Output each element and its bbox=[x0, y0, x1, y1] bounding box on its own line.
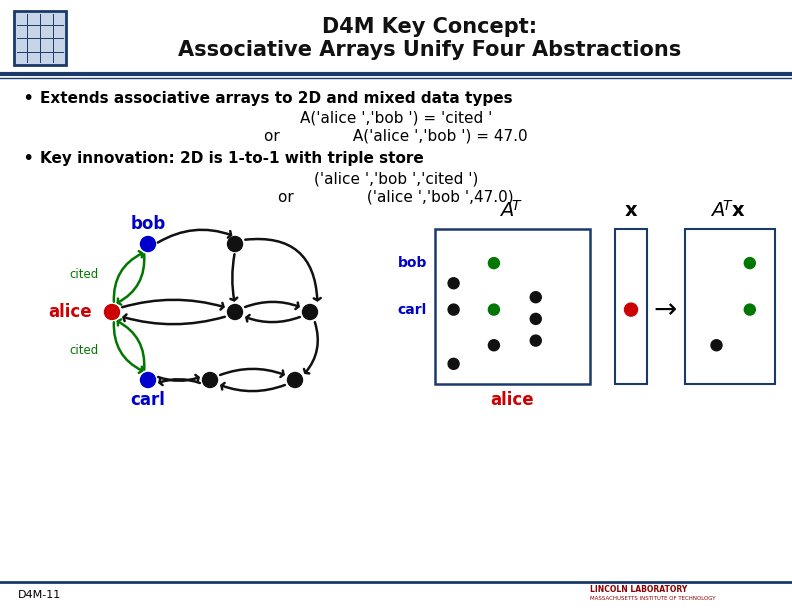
Text: LINCOLN LABORATORY: LINCOLN LABORATORY bbox=[590, 586, 687, 594]
Circle shape bbox=[744, 258, 756, 269]
Text: A('alice ','bob ') = 'cited ': A('alice ','bob ') = 'cited ' bbox=[300, 111, 492, 125]
Bar bbox=[685, 229, 775, 384]
Circle shape bbox=[531, 335, 541, 346]
Circle shape bbox=[203, 373, 218, 387]
Circle shape bbox=[227, 236, 242, 252]
Bar bbox=[435, 229, 590, 384]
Text: bob: bob bbox=[398, 256, 427, 270]
Text: x: x bbox=[625, 201, 638, 220]
Text: x: x bbox=[732, 201, 744, 220]
Text: Associative Arrays Unify Four Abstractions: Associative Arrays Unify Four Abstractio… bbox=[178, 40, 682, 60]
Circle shape bbox=[711, 340, 722, 351]
Circle shape bbox=[448, 359, 459, 370]
Text: Key innovation: 2D is 1-to-1 with triple store: Key innovation: 2D is 1-to-1 with triple… bbox=[40, 152, 424, 166]
Circle shape bbox=[531, 313, 541, 324]
Text: $T$: $T$ bbox=[722, 199, 733, 213]
Circle shape bbox=[531, 292, 541, 303]
Text: $T$: $T$ bbox=[511, 199, 522, 213]
Text: carl: carl bbox=[131, 391, 166, 409]
Circle shape bbox=[303, 305, 318, 319]
Text: D4M-11: D4M-11 bbox=[18, 590, 61, 600]
Text: alice: alice bbox=[48, 303, 92, 321]
Text: •: • bbox=[22, 149, 33, 168]
Circle shape bbox=[105, 305, 120, 319]
Circle shape bbox=[489, 304, 500, 315]
Text: D4M Key Concept:: D4M Key Concept: bbox=[322, 17, 538, 37]
Circle shape bbox=[140, 236, 155, 252]
Circle shape bbox=[489, 258, 500, 269]
Circle shape bbox=[227, 305, 242, 319]
Text: bob: bob bbox=[131, 215, 166, 233]
Text: or               ('alice ','bob ',47.0): or ('alice ','bob ',47.0) bbox=[278, 190, 514, 204]
Circle shape bbox=[448, 304, 459, 315]
Text: Extends associative arrays to 2D and mixed data types: Extends associative arrays to 2D and mix… bbox=[40, 91, 512, 105]
Text: alice: alice bbox=[491, 391, 535, 409]
Text: cited: cited bbox=[70, 267, 99, 280]
Bar bbox=[615, 229, 647, 384]
Text: ('alice ','bob ','cited '): ('alice ','bob ','cited ') bbox=[314, 171, 478, 187]
Circle shape bbox=[744, 304, 756, 315]
Circle shape bbox=[489, 340, 500, 351]
Text: →: → bbox=[653, 296, 676, 324]
Text: •: • bbox=[22, 89, 33, 108]
Text: or               A('alice ','bob ') = 47.0: or A('alice ','bob ') = 47.0 bbox=[265, 129, 527, 143]
Circle shape bbox=[140, 373, 155, 387]
Circle shape bbox=[287, 373, 303, 387]
Circle shape bbox=[625, 303, 638, 316]
Bar bbox=[14, 11, 66, 65]
Circle shape bbox=[448, 278, 459, 289]
Text: carl: carl bbox=[398, 302, 427, 316]
Text: cited: cited bbox=[70, 343, 99, 357]
Text: MASSACHUSETTS INSTITUTE OF TECHNOLOGY: MASSACHUSETTS INSTITUTE OF TECHNOLOGY bbox=[590, 597, 715, 602]
Text: $A$: $A$ bbox=[499, 201, 514, 220]
Text: $A$: $A$ bbox=[710, 201, 725, 220]
